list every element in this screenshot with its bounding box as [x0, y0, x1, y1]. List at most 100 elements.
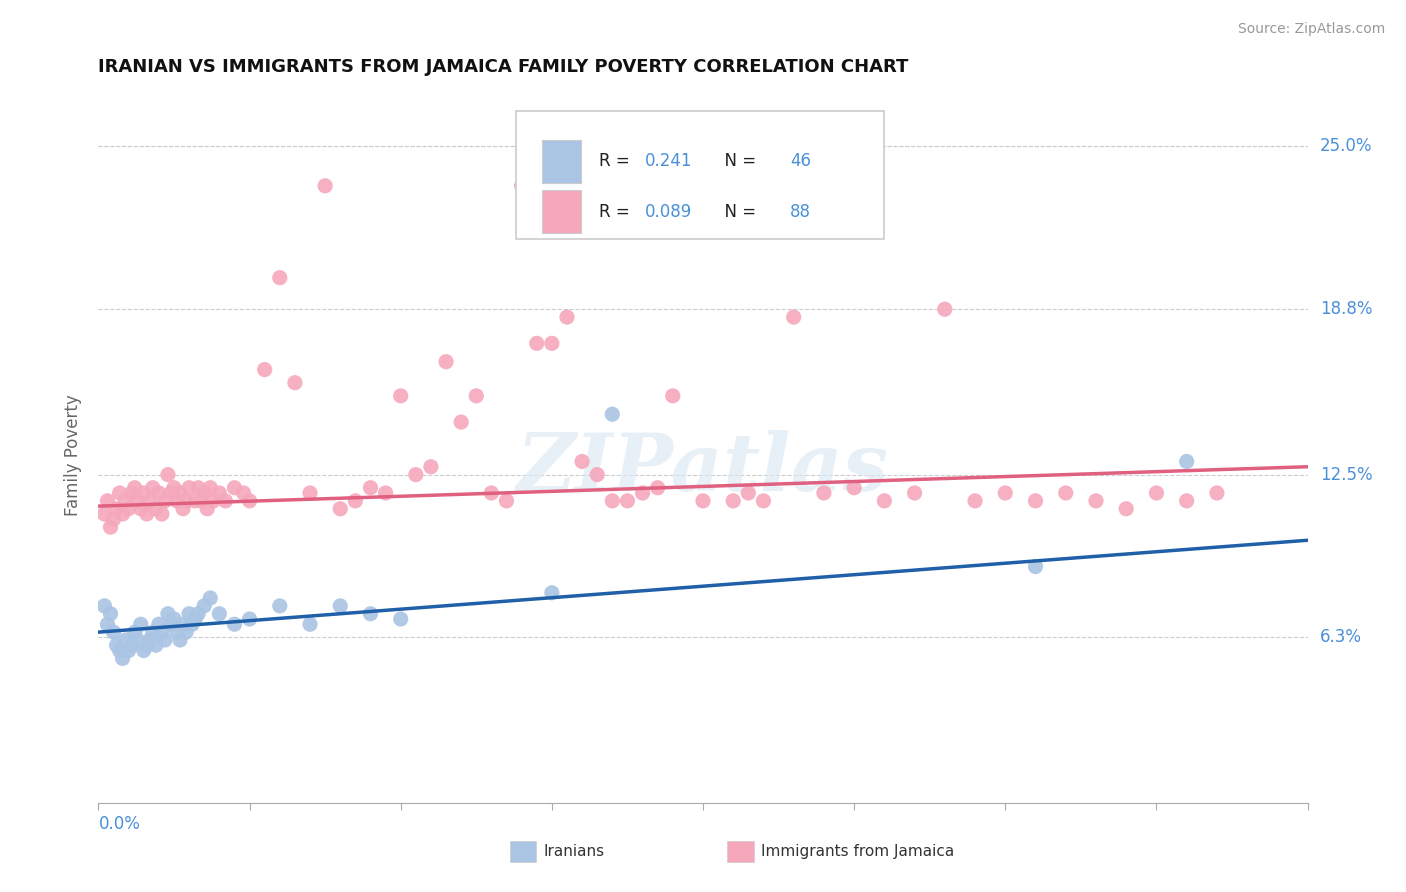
Text: 46: 46 — [790, 153, 811, 170]
Point — [465, 389, 488, 403]
Point — [96, 494, 118, 508]
Point — [93, 507, 115, 521]
Point — [692, 494, 714, 508]
Point — [994, 486, 1017, 500]
Point — [232, 486, 254, 500]
Point — [1175, 494, 1198, 508]
Point — [661, 389, 683, 403]
Point — [153, 633, 176, 648]
Point — [160, 617, 183, 632]
Point — [195, 501, 218, 516]
Point — [142, 625, 165, 640]
Point — [647, 481, 669, 495]
Point — [239, 612, 262, 626]
Point — [571, 454, 593, 468]
Point — [139, 633, 162, 648]
Point — [374, 486, 396, 500]
Point — [148, 617, 170, 632]
Text: N =: N = — [714, 153, 761, 170]
Point — [108, 643, 131, 657]
Point — [208, 486, 231, 500]
Point — [540, 586, 562, 600]
Point — [187, 481, 209, 495]
Point — [111, 651, 134, 665]
Point — [844, 481, 866, 495]
Point — [174, 625, 197, 640]
Point — [299, 617, 322, 632]
Point — [127, 494, 149, 508]
Point — [239, 494, 262, 508]
Point — [813, 486, 835, 500]
Point — [602, 407, 624, 421]
Point — [132, 486, 155, 500]
Point — [139, 494, 162, 508]
Point — [555, 310, 578, 324]
Point — [721, 494, 744, 508]
Point — [540, 336, 562, 351]
Point — [184, 494, 207, 508]
Text: R =: R = — [599, 202, 636, 220]
Point — [132, 643, 155, 657]
Text: 0.241: 0.241 — [645, 153, 693, 170]
Point — [389, 389, 412, 403]
Bar — [727, 841, 754, 862]
Point — [616, 494, 638, 508]
Text: Immigrants from Jamaica: Immigrants from Jamaica — [761, 844, 955, 859]
Point — [177, 607, 201, 621]
Point — [737, 486, 759, 500]
Point — [145, 501, 167, 516]
Point — [450, 415, 472, 429]
Point — [172, 501, 194, 516]
Point — [1175, 454, 1198, 468]
Point — [224, 617, 246, 632]
Point — [96, 617, 118, 632]
Point — [1054, 486, 1077, 500]
Point — [329, 599, 352, 613]
Point — [142, 481, 165, 495]
Point — [156, 607, 179, 621]
Point — [160, 486, 183, 500]
Point — [153, 494, 176, 508]
Point — [299, 486, 322, 500]
Point — [169, 486, 191, 500]
Point — [214, 494, 236, 508]
Point — [169, 633, 191, 648]
Point — [1206, 486, 1229, 500]
Point — [873, 494, 896, 508]
Point — [114, 494, 136, 508]
Point — [124, 481, 146, 495]
Text: 25.0%: 25.0% — [1320, 137, 1372, 155]
Point — [224, 481, 246, 495]
Text: 88: 88 — [790, 202, 811, 220]
Point — [181, 617, 204, 632]
Text: 18.8%: 18.8% — [1320, 301, 1372, 318]
Text: R =: R = — [599, 153, 636, 170]
Point — [108, 486, 131, 500]
Point — [344, 494, 367, 508]
FancyBboxPatch shape — [516, 111, 884, 239]
Point — [360, 481, 382, 495]
Text: 0.089: 0.089 — [645, 202, 692, 220]
Point — [103, 512, 125, 526]
Point — [163, 612, 186, 626]
Point — [904, 486, 927, 500]
Point — [166, 494, 188, 508]
Point — [135, 638, 157, 652]
Point — [253, 362, 276, 376]
Point — [1115, 501, 1137, 516]
Text: ZIPatlas: ZIPatlas — [517, 430, 889, 508]
Point — [405, 467, 427, 482]
Point — [329, 501, 352, 516]
Text: IRANIAN VS IMMIGRANTS FROM JAMAICA FAMILY POVERTY CORRELATION CHART: IRANIAN VS IMMIGRANTS FROM JAMAICA FAMIL… — [98, 58, 908, 76]
Point — [148, 486, 170, 500]
Point — [586, 467, 609, 482]
Point — [174, 494, 197, 508]
Point — [118, 501, 141, 516]
Point — [481, 486, 503, 500]
Point — [965, 494, 987, 508]
Bar — [543, 190, 581, 233]
Bar — [543, 139, 581, 183]
Point — [150, 507, 173, 521]
Point — [1024, 494, 1046, 508]
Point — [156, 467, 179, 482]
